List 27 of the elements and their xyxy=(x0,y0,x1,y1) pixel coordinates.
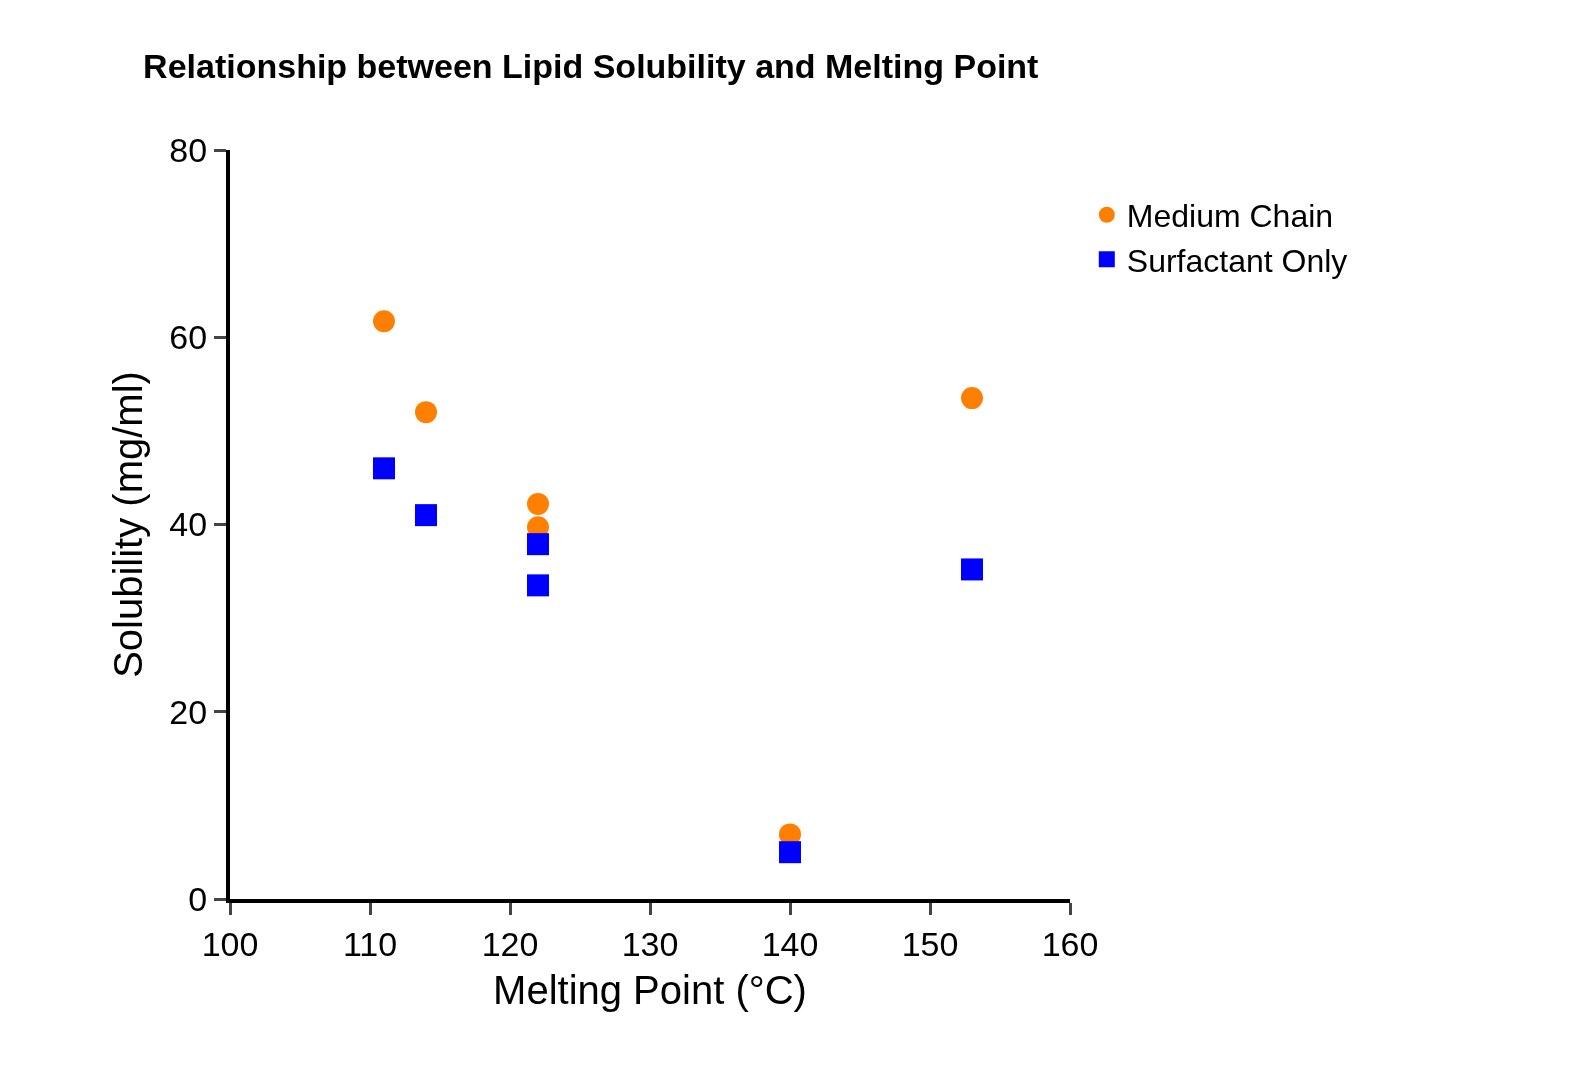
y-tick-label: 60 xyxy=(169,318,208,357)
x-axis-title: Melting Point (°C) xyxy=(493,967,807,1012)
x-tick-label: 150 xyxy=(901,924,959,963)
point xyxy=(527,492,549,515)
y-tick-label: 20 xyxy=(169,692,208,731)
point xyxy=(373,310,395,333)
point xyxy=(527,533,549,556)
point xyxy=(373,457,395,480)
point xyxy=(779,841,801,864)
chart-title: Relationship between Lipid Solubility and Melting Point xyxy=(143,46,1039,85)
point xyxy=(961,387,983,410)
x-tick-label: 160 xyxy=(1041,924,1099,963)
legend-label: Medium Chain xyxy=(1126,198,1334,235)
x-tick-label: 140 xyxy=(761,924,819,963)
y-tick-label: 0 xyxy=(188,879,208,918)
y-tick-label: 80 xyxy=(169,130,208,169)
x-tick-label: 120 xyxy=(481,924,539,963)
x-tick-label: 130 xyxy=(621,924,679,963)
legend-label: Surfactant Only xyxy=(1126,242,1348,279)
y-axis-title: Solubility (mg/ml) xyxy=(106,371,151,678)
x-tick-label: 110 xyxy=(342,924,398,963)
point xyxy=(961,558,983,581)
x-tick-label: 100 xyxy=(201,924,259,963)
y-tick-label: 40 xyxy=(169,505,208,544)
point xyxy=(415,401,437,424)
point xyxy=(527,574,549,597)
point xyxy=(415,504,437,527)
